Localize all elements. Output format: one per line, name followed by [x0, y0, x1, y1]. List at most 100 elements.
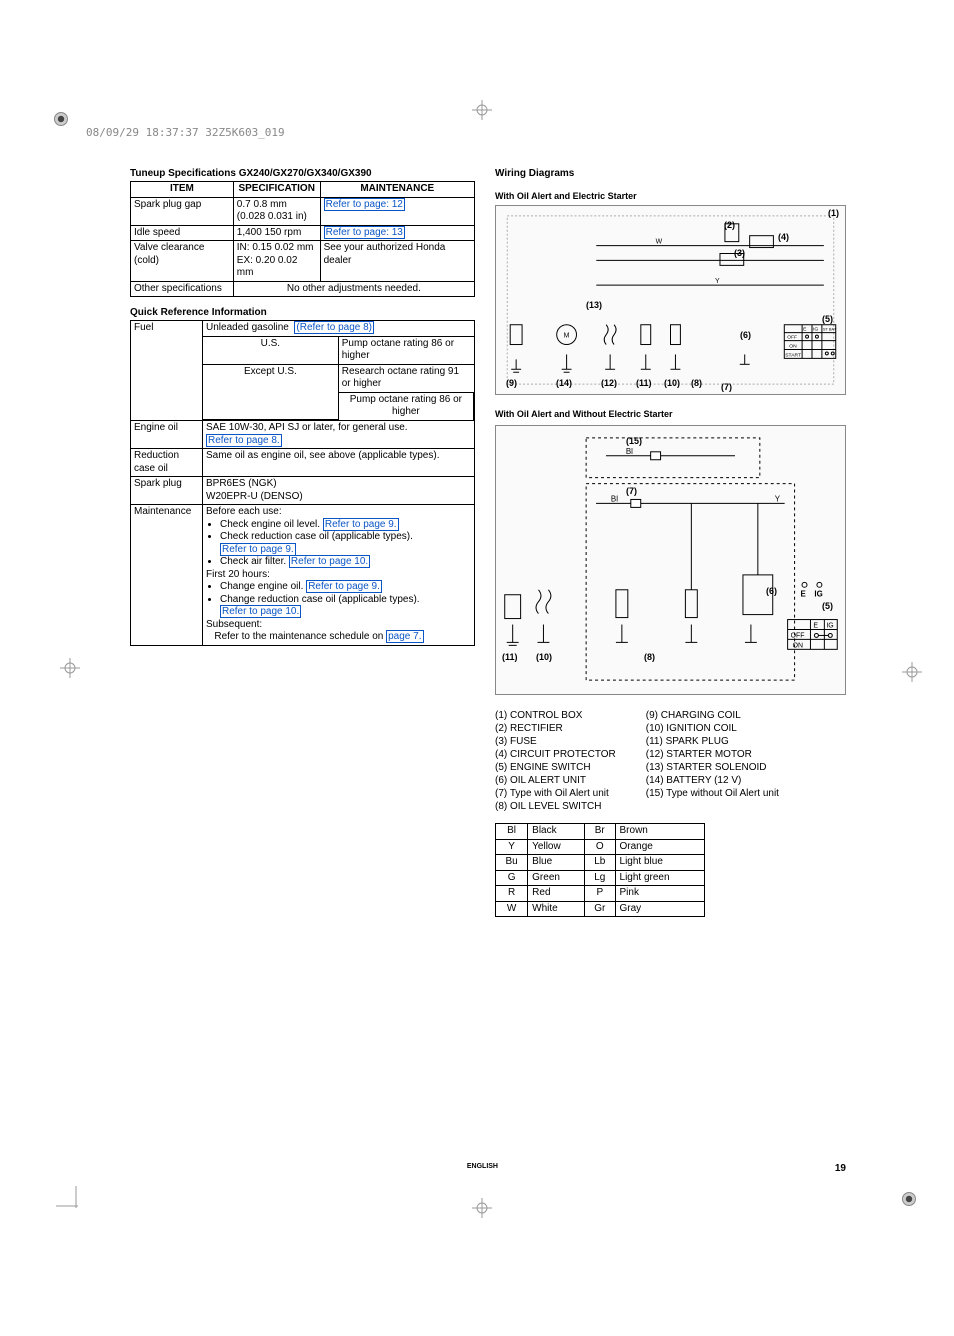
cell: Idle speed [131, 225, 234, 241]
legend-item: (5) ENGINE SWITCH [495, 761, 616, 774]
maint-list: Change engine oil. Refer to page 9. Chan… [206, 581, 471, 619]
legend-item: (14) BATTERY (12 V) [646, 774, 779, 787]
cell: 0.7 0.8 mm(0.028 0.031 in) [233, 197, 320, 225]
diag-label: (2) [724, 220, 735, 230]
cell: Bl [496, 824, 528, 840]
svg-text:E: E [801, 590, 806, 599]
cell: Fuel [131, 321, 203, 421]
page-ref-link[interactable]: Refer to page: 12 [324, 198, 405, 211]
cell: Green [528, 870, 585, 886]
cell: No other adjustments needed. [233, 281, 474, 297]
fuel-subtable: U.S.Pump octane rating 86 or higher Exce… [203, 337, 474, 421]
maint-list: Check engine oil level. Refer to page 9.… [206, 519, 471, 569]
legend-item: (15) Type without Oil Alert unit [646, 787, 779, 800]
page-ref-link[interactable]: Refer to page: 13 [324, 226, 405, 239]
diag-label: (15) [626, 436, 642, 446]
print-register-tl [54, 112, 68, 126]
cell: Before each use: Check engine oil level.… [203, 505, 475, 646]
diag-label: (6) [740, 330, 751, 340]
crop-mark [472, 100, 492, 120]
wiring-diagram-1: W Y M [495, 205, 846, 395]
cell: Gr [585, 901, 615, 917]
legend-item: (4) CIRCUIT PROTECTOR [495, 748, 616, 761]
diag-label: (10) [536, 652, 552, 662]
cell: U.S.Pump octane rating 86 or higher Exce… [203, 336, 475, 421]
svg-text:M: M [564, 333, 570, 340]
crop-mark [60, 658, 80, 678]
diag-label: (13) [586, 300, 602, 310]
cell: Pink [615, 886, 704, 902]
cell: O [585, 839, 615, 855]
diag-label: (8) [691, 378, 702, 388]
cell: Gray [615, 901, 704, 917]
build-timestamp: 08/09/29 18:37:37 32Z5K603_019 [86, 126, 285, 139]
list-item: Check engine oil level. Refer to page 9. [220, 519, 471, 532]
cell: SAE 10W-30, API SJ or later, for general… [203, 421, 475, 449]
cell: Light blue [615, 855, 704, 871]
cell: See your authorized Honda dealer [320, 241, 474, 282]
cell: Reduction case oil [131, 449, 203, 477]
page-ref-link[interactable]: Refer to page 9. [323, 518, 399, 531]
page-ref-link[interactable]: (Refer to page 8) [294, 321, 374, 334]
diag-label: (4) [778, 232, 789, 242]
svg-text:ST BAT: ST BAT [823, 327, 837, 332]
svg-text:OFF: OFF [787, 335, 797, 341]
legend-item: (2) RECTIFIER [495, 722, 616, 735]
legend-item: (13) STARTER SOLENOID [646, 761, 779, 774]
cell: Br [585, 824, 615, 840]
cell: Yellow [528, 839, 585, 855]
diagram1-svg: W Y M [496, 206, 845, 394]
svg-text:OFF: OFF [791, 632, 805, 639]
svg-text:Bl: Bl [611, 494, 618, 503]
legend-item: (3) FUSE [495, 735, 616, 748]
wire-color-table: BlBlackBrBrown YYellowOOrange BuBlueLbLi… [495, 823, 705, 917]
svg-text:IG: IG [814, 590, 822, 599]
cell: Bu [496, 855, 528, 871]
cell: White [528, 901, 585, 917]
diagram1-title: With Oil Alert and Electric Starter [495, 191, 846, 201]
page-ref-link[interactable]: Refer to page 10. [289, 555, 370, 568]
svg-text:Y: Y [715, 278, 720, 285]
diag-label: (7) [626, 486, 637, 496]
cell: 1,400 150 rpm [233, 225, 320, 241]
cell: Spark plug [131, 477, 203, 505]
legend-col-right: (9) CHARGING COIL (10) IGNITION COIL (11… [646, 709, 779, 813]
svg-text:ON: ON [793, 642, 803, 649]
page-ref-link[interactable]: Refer to page 8. [206, 434, 282, 447]
footer-language: ENGLISH [130, 1163, 835, 1174]
diag-label: (6) [766, 586, 777, 596]
cell: Black [528, 824, 585, 840]
legend-item: (9) CHARGING COIL [646, 709, 779, 722]
page-ref-link[interactable]: Refer to page 9. [220, 543, 296, 556]
svg-text:Y: Y [775, 494, 781, 503]
cell: W [496, 901, 528, 917]
cell: Refer to page: 13 [320, 225, 474, 241]
page-ref-link[interactable]: Refer to page 9. [306, 580, 382, 593]
diag-label: (9) [506, 378, 517, 388]
crop-mark [472, 1198, 492, 1218]
cell: Refer to page: 12 [320, 197, 474, 225]
cell: R [496, 886, 528, 902]
svg-text:W: W [656, 239, 663, 246]
cell: Lb [585, 855, 615, 871]
diag-label: (5) [822, 601, 833, 611]
crop-mark [902, 662, 922, 682]
svg-text:START: START [785, 352, 801, 358]
cell: Research octane rating 91 or higher [338, 364, 473, 392]
page-ref-link[interactable]: Refer to page 10. [220, 605, 301, 618]
legend-item: (12) STARTER MOTOR [646, 748, 779, 761]
quickref-title: Quick Reference Information [130, 307, 475, 318]
page-content: Tuneup Specifications GX240/GX270/GX340/… [130, 168, 846, 917]
tuneup-title: Tuneup Specifications GX240/GX270/GX340/… [130, 168, 475, 179]
legend-item: (6) OIL ALERT UNIT [495, 774, 616, 787]
cell: Valve clearance (cold) [131, 241, 234, 282]
diag-label: (3) [734, 248, 745, 258]
cell: Red [528, 886, 585, 902]
cell: BPR6ES (NGK)W20EPR-U (DENSO) [203, 477, 475, 505]
diag-label: (11) [636, 378, 652, 388]
th-item: ITEM [131, 182, 234, 198]
print-register-br [902, 1192, 916, 1206]
cell: Same oil as engine oil, see above (appli… [203, 449, 475, 477]
right-column: Wiring Diagrams With Oil Alert and Elect… [495, 168, 846, 917]
page-ref-link[interactable]: page 7. [386, 630, 423, 643]
